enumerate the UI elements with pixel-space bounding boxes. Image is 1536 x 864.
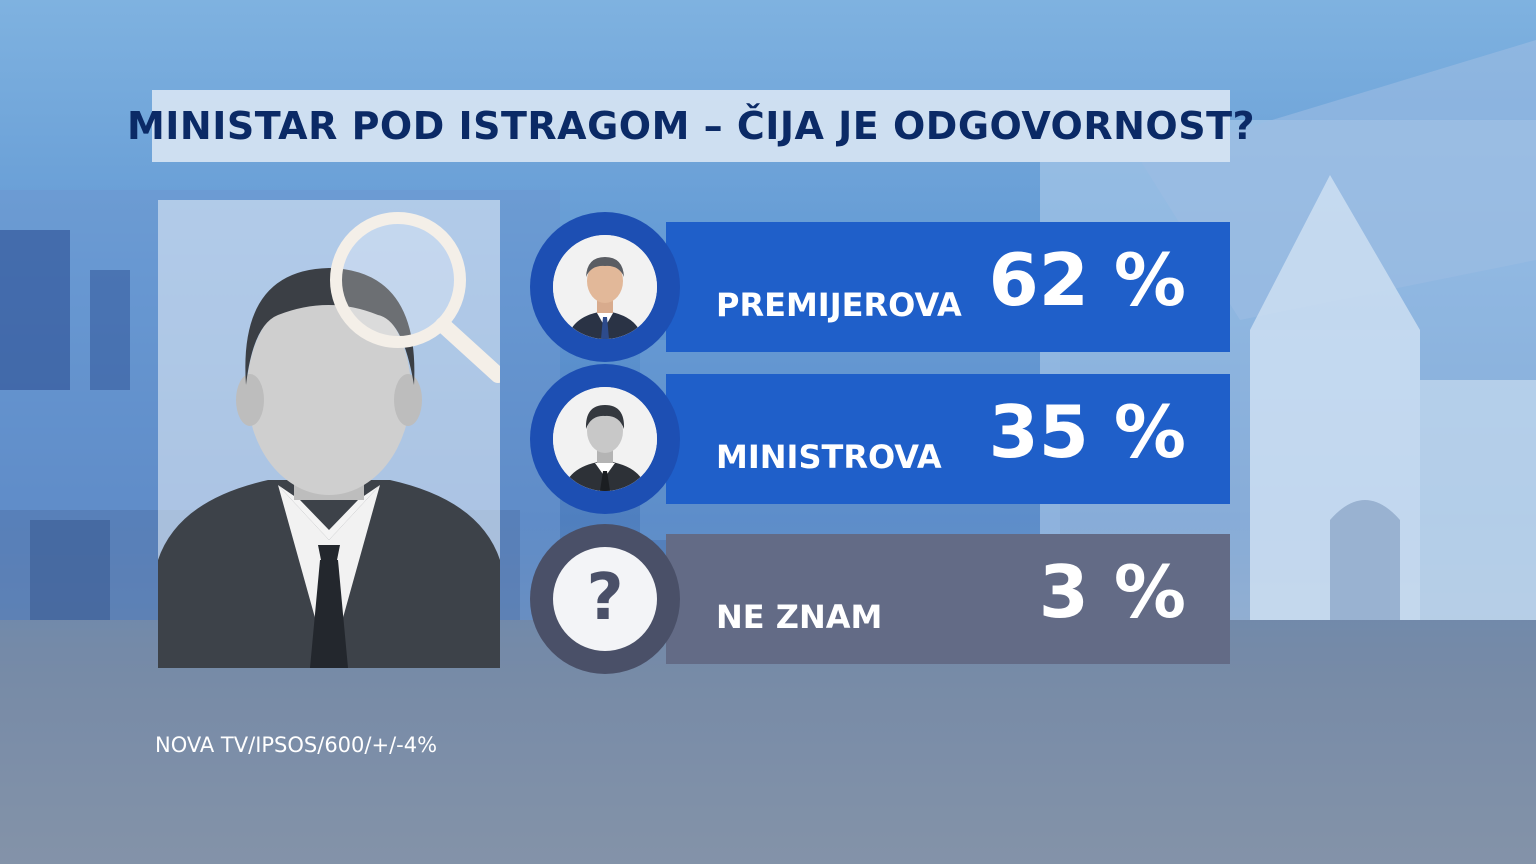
faceless-man-icon — [158, 212, 506, 668]
chart-title: MINISTAR POD ISTRAGOM – ČIJA JE ODGOVORN… — [126, 104, 1256, 148]
avatar-ring: ? — [530, 524, 680, 674]
minister-silhouette-icon — [553, 387, 657, 491]
value-label: 62 % — [988, 238, 1186, 322]
bar-ministrova — [666, 374, 1230, 504]
category-label: PREMIJEROVA — [716, 286, 962, 324]
premier-photo-icon — [553, 235, 657, 339]
suspect-illustration — [158, 200, 506, 668]
question-mark-icon: ? — [586, 561, 624, 635]
result-row-minister: MINISTROVA 35 % — [530, 364, 1230, 514]
result-row-premier: PREMIJEROVA 62 % — [530, 212, 1230, 362]
source-note: NOVA TV/IPSOS/600/+/-4% — [155, 733, 438, 757]
value-label: 35 % — [988, 390, 1186, 474]
category-label: NE ZNAM — [716, 598, 883, 636]
avatar-ring — [530, 364, 680, 514]
result-row-dont-know: ? NE ZNAM 3 % — [530, 524, 1230, 674]
bar-ne-znam — [666, 534, 1230, 664]
category-label: MINISTROVA — [716, 438, 942, 476]
bar-premijerova — [666, 222, 1230, 352]
avatar-ring — [530, 212, 680, 362]
title-box: MINISTAR POD ISTRAGOM – ČIJA JE ODGOVORN… — [127, 90, 1255, 162]
value-label: 3 % — [1038, 550, 1186, 634]
